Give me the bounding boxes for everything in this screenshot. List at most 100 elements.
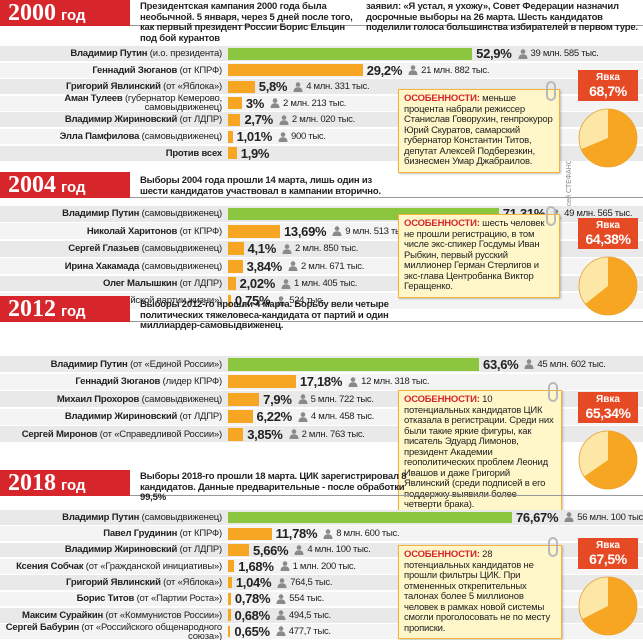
icon-head <box>334 226 340 232</box>
person-icon <box>289 429 299 440</box>
person-icon <box>288 261 298 272</box>
icon-head <box>520 48 525 54</box>
votes: 2 млн. 671 тыс. <box>288 261 364 272</box>
turnout-box: Явка 67,5% <box>578 538 638 569</box>
person-icon <box>518 48 528 59</box>
candidate-label: Владимир Путин (самовыдвиженец) <box>62 513 222 523</box>
value-label: 76,67% <box>515 509 559 525</box>
candidate-label: Николай Харитонов (от КПРФ) <box>87 227 222 237</box>
year-header: 2004 год <box>0 172 130 198</box>
turnout-pie <box>578 256 638 316</box>
candidate-label: Борис Титов (от «Партии Роста») <box>76 593 223 605</box>
votes: 12 млн. 318 тыс. <box>348 376 429 387</box>
candidate-label: Владимир Путин (самовыдвиженец) <box>62 208 222 220</box>
candidate-label: Геннадий Зюганов (от КПРФ) <box>92 65 222 75</box>
pie-slice <box>585 257 637 315</box>
votes-text: 4 млн. 331 тыс. <box>306 81 370 93</box>
turnout-label: Явка <box>596 72 620 83</box>
candidate: Павел Грудинин (от КПРФ) <box>0 526 222 541</box>
candidate-name: Против всех <box>165 147 223 159</box>
candidate-party: (от «Гражданской инициативы») <box>85 560 222 572</box>
turnout-value: 65,34% <box>585 405 631 421</box>
votes-text: 554 тыс. <box>289 593 324 605</box>
candidate-party: (губернатор Кемерово, самовыдвиженец) <box>124 93 222 114</box>
icon-head <box>278 626 284 632</box>
value-group: 11,78% 8 млн. 600 тыс. <box>276 526 400 541</box>
candidate-name: Борис Титов <box>76 593 135 605</box>
candidate-name: Павел Грудинин <box>103 528 178 540</box>
candidate-party: (от ЛДПР) <box>179 544 223 556</box>
value-group: 5,8% 4 млн. 331 тыс. <box>259 79 370 94</box>
value-label: 2,02% <box>239 276 276 292</box>
value-label: 0,65% <box>234 624 270 639</box>
turnout-pie <box>578 576 638 636</box>
votes-text: 477,7 тыс. <box>288 625 331 637</box>
bar <box>228 64 363 77</box>
icon-body <box>298 417 308 422</box>
votes-text: 2 млн. 671 тыс. <box>300 260 365 272</box>
candidate-party: (от ЛДПР) <box>179 278 223 290</box>
value-label: 3,84% <box>246 258 283 274</box>
year: 2000 <box>8 0 56 26</box>
description: Выборы 2018-го прошли 18 марта. ЦИК заре… <box>140 471 407 503</box>
value-group: 0,65% 477,7 тыс. <box>234 624 331 639</box>
year-header: 2000 год <box>0 0 130 26</box>
icon-head <box>272 98 278 104</box>
value-group: 4,1% 2 млн. 850 тыс. <box>248 241 359 257</box>
icon-body <box>348 381 358 387</box>
note: ОСОБЕННОСТИ: 28 потенциальных кандидатов… <box>398 545 562 639</box>
description: Выборы 2004 года прошли 14 марта, лишь о… <box>140 175 381 197</box>
candidate-name: Владимир Путин <box>62 208 140 220</box>
turnout-label: Явка <box>596 394 620 405</box>
icon-head <box>282 561 287 567</box>
year-word: год <box>61 7 86 24</box>
candidate: Владимир Жириновский (от ЛДПР) <box>0 112 222 127</box>
icon-body <box>277 582 287 588</box>
candidate-party: (от «Единой России») <box>130 358 222 370</box>
bar <box>228 375 296 389</box>
icon-body <box>518 53 528 59</box>
candidate: Михаил Прохоров (самовыдвиженец) <box>0 391 222 407</box>
votes-text: 21 млн. 882 тыс. <box>421 64 490 76</box>
candidate: Владимир Путин (и.о. президента) <box>0 46 222 61</box>
value-label: 1,9% <box>240 145 270 161</box>
value-group: 5,66% 4 млн. 100 тыс. <box>253 543 371 558</box>
bar <box>228 576 232 589</box>
candidate: Против всех <box>0 146 223 161</box>
person-icon <box>282 244 292 254</box>
candidate-label: Аман Тулеев (губернатор Кемерово, самовы… <box>0 93 222 114</box>
value-label: 63,6% <box>483 356 519 372</box>
candidate-name: Владимир Жириновский <box>64 411 178 423</box>
bar <box>228 147 237 160</box>
value-label: 1,68% <box>238 558 274 574</box>
bar <box>228 357 480 371</box>
votes: 56 млн. 100 тыс. <box>564 512 643 523</box>
value-group: 52,9% 39 млн. 585 тыс. <box>476 46 599 61</box>
icon-body <box>564 517 574 523</box>
note: ОСОБЕННОСТИ: шесть человек не прошли рег… <box>398 214 560 298</box>
bar <box>228 392 260 406</box>
votes-text: 764,5 тыс. <box>290 577 333 589</box>
candidate: Григорий Явлинский (от «Яблока») <box>0 575 222 590</box>
candidate-party: (от «Партии Роста») <box>136 593 223 605</box>
bar <box>228 294 231 308</box>
value-group: 1,68% 1 млн. 200 тыс. <box>238 558 356 574</box>
votes: 1 млн. 200 тыс. <box>280 561 356 572</box>
row-band <box>0 526 643 542</box>
value-group: 6,22% 4 млн. 458 тыс. <box>257 409 375 425</box>
candidate-name: Ксения Собчак <box>16 560 84 572</box>
icon-head <box>566 512 572 518</box>
candidate-party: (от ЛДПР) <box>179 114 223 126</box>
votes-text: 4 млн. 100 тыс. <box>307 544 371 556</box>
description: Выборы 2012-го прошли 4 марта. Борьбу ве… <box>140 299 389 331</box>
value-group: 0,68% 494,5 тыс. <box>235 608 332 623</box>
value-label: 4,1% <box>247 241 277 257</box>
candidate-label: Григорий Явлинский (от «Яблока») <box>66 578 222 588</box>
votes-text: 4 млн. 458 тыс. <box>310 411 375 423</box>
person-icon <box>277 577 287 588</box>
votes-text: 900 тыс. <box>291 131 326 143</box>
clip-icon <box>548 537 558 557</box>
candidate-label: Ирина Хакамада (самовыдвиженец) <box>65 261 223 271</box>
